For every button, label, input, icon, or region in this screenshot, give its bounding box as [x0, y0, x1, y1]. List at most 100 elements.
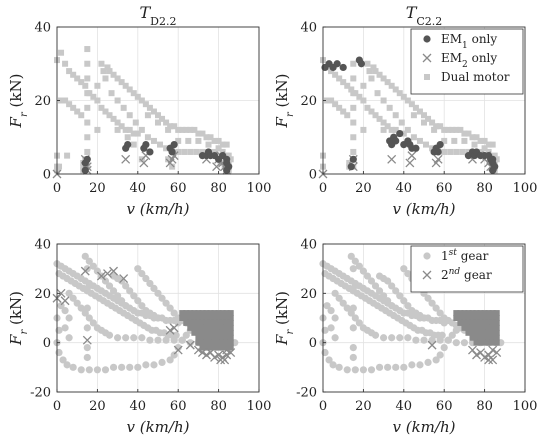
data-point: [219, 310, 226, 317]
data-point: [349, 344, 357, 352]
data-point: [427, 340, 437, 350]
data-point: [120, 104, 127, 111]
data-point: [104, 64, 111, 71]
data-point: [154, 314, 162, 322]
data-point: [199, 315, 206, 321]
data-point: [404, 334, 412, 342]
data-point: [124, 141, 132, 149]
data-point: [166, 304, 174, 312]
x-axis-label: v (km/h): [127, 418, 190, 436]
data-point: [493, 339, 500, 346]
data-point: [155, 119, 161, 126]
data-point: [432, 304, 440, 312]
data-point: [85, 366, 93, 374]
data-point: [485, 315, 492, 321]
data-point: [122, 302, 130, 310]
data-point: [191, 319, 198, 326]
data-point: [110, 71, 117, 78]
data-point: [85, 314, 93, 322]
data-point: [211, 329, 218, 336]
legend-marker: [424, 74, 430, 80]
data-point: [350, 134, 357, 141]
data-point: [489, 310, 496, 317]
data-point: [199, 329, 206, 336]
data-point: [195, 310, 202, 317]
legend-label: EM1 only: [441, 32, 497, 51]
data-point: [82, 82, 89, 89]
data-point: [121, 154, 131, 164]
data-point: [430, 148, 438, 156]
data-point: [170, 336, 178, 344]
data-point: [350, 90, 357, 97]
x-tick-label: 40: [396, 181, 413, 196]
data-point: [437, 123, 444, 130]
data-point: [199, 339, 206, 346]
data-point: [207, 319, 214, 326]
data-point: [331, 289, 339, 297]
data-point: [453, 310, 460, 317]
data-point: [223, 324, 230, 331]
data-point: [197, 348, 207, 357]
data-point: [126, 112, 133, 119]
data-point: [159, 115, 166, 122]
data-point: [211, 148, 218, 155]
data-point: [106, 112, 113, 119]
data-point: [460, 339, 468, 347]
data-point: [207, 334, 214, 341]
data-point: [481, 324, 488, 331]
data-point: [187, 148, 194, 155]
data-point: [433, 123, 440, 130]
data-point: [436, 141, 444, 149]
axes-frame: [322, 243, 526, 393]
data-point: [195, 137, 202, 144]
data-point: [333, 60, 341, 68]
data-point: [185, 137, 192, 144]
data-point: [489, 315, 496, 321]
data-point: [457, 126, 464, 133]
data-point: [493, 324, 500, 331]
data-point: [168, 148, 176, 156]
data-point: [380, 97, 387, 104]
data-point: [89, 319, 97, 327]
data-point: [400, 130, 407, 137]
data-point: [388, 82, 395, 89]
data-point: [132, 119, 139, 126]
data-point: [203, 329, 210, 336]
data-point: [65, 289, 73, 297]
data-point: [73, 299, 81, 307]
data-point: [63, 361, 71, 369]
y-tick-label: 20: [34, 287, 51, 302]
data-point: [175, 137, 182, 144]
data-point: [215, 310, 222, 317]
data-point: [428, 299, 436, 307]
data-point: [461, 319, 468, 326]
data-point: [69, 363, 77, 371]
data-point: [489, 324, 496, 331]
data-point: [175, 126, 182, 133]
data-point: [60, 296, 70, 306]
data-point: [416, 137, 423, 144]
data-point: [372, 68, 379, 75]
y-tick-label: 0: [309, 336, 317, 351]
data-point: [400, 265, 408, 273]
data-point: [396, 292, 404, 300]
data-point: [348, 86, 355, 93]
data-point: [110, 115, 117, 122]
data-point: [356, 93, 363, 100]
data-point: [477, 315, 484, 321]
y-axis-label: Fr (kN): [7, 74, 30, 129]
data-point: [469, 324, 476, 331]
data-point: [179, 315, 186, 321]
data-point: [469, 134, 476, 141]
data-point: [432, 356, 440, 364]
data-point: [119, 274, 129, 283]
data-point: [56, 288, 66, 298]
data-point: [84, 148, 91, 155]
data-point: [185, 340, 195, 350]
legend-label: EM2 only: [441, 51, 497, 70]
data-point: [223, 141, 230, 148]
data-point: [183, 315, 190, 321]
data-point: [335, 294, 343, 302]
data-point: [371, 331, 380, 339]
